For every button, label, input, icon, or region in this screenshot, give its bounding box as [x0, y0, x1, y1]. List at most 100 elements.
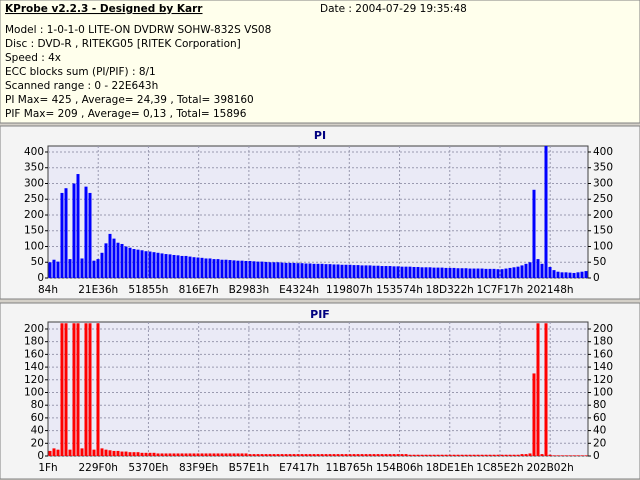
bar	[520, 265, 524, 278]
bar	[460, 454, 464, 456]
bar	[180, 453, 184, 456]
y-tick-label: 40	[31, 425, 44, 437]
x-tick-label: 1Fh	[38, 462, 57, 474]
bar	[272, 454, 276, 456]
bar	[124, 246, 128, 278]
bar	[348, 264, 352, 278]
x-tick-label: 5370Eh	[128, 462, 168, 474]
bar	[280, 262, 284, 278]
bar	[244, 453, 248, 456]
bar	[160, 253, 164, 278]
bar	[344, 454, 348, 456]
bar	[444, 267, 448, 278]
bar	[100, 252, 104, 278]
bar	[116, 450, 120, 456]
bar	[352, 265, 356, 278]
bar	[484, 268, 488, 278]
y2-tick-label: 300	[593, 177, 613, 189]
chart-title: PI	[314, 129, 326, 142]
bar	[540, 454, 544, 456]
y2-tick-label: 0	[593, 272, 600, 284]
bar	[248, 454, 252, 456]
x-tick-label: E7417h	[279, 462, 319, 474]
y2-tick-label: 50	[593, 256, 606, 268]
bar	[160, 453, 164, 456]
bar	[520, 454, 524, 456]
bar	[420, 454, 424, 456]
bar	[560, 455, 564, 456]
bar	[268, 262, 272, 278]
bar	[572, 455, 576, 456]
y2-tick-label: 350	[593, 162, 613, 174]
bar	[264, 261, 268, 278]
bar	[368, 265, 372, 278]
bar	[48, 450, 52, 456]
plot-area	[47, 321, 589, 457]
bar	[68, 449, 72, 456]
bar	[572, 272, 576, 278]
bar	[92, 260, 96, 278]
bar	[284, 262, 288, 278]
bar	[564, 455, 568, 456]
x-tick-label: 154B06h	[376, 462, 423, 474]
series	[48, 323, 588, 456]
bar	[496, 269, 500, 278]
bar	[128, 452, 132, 456]
bar	[416, 454, 420, 456]
bar	[76, 323, 80, 456]
bar	[412, 266, 416, 278]
bar	[64, 188, 68, 278]
x-tick-label: 18D322h	[426, 284, 474, 296]
bar	[580, 271, 584, 278]
bar	[280, 454, 284, 456]
bar	[184, 453, 188, 456]
y-tick-label: 120	[24, 374, 44, 386]
bar	[264, 454, 268, 456]
bar	[112, 450, 116, 456]
y2-tick-label: 140	[593, 361, 613, 373]
x-tick-label: B2983h	[229, 284, 270, 296]
bar	[400, 454, 404, 456]
bar	[448, 267, 452, 278]
bar	[124, 451, 128, 456]
bar	[376, 454, 380, 456]
bar	[408, 454, 412, 456]
bar	[84, 323, 88, 456]
info-line: ECC blocks sum (PI/PIF) : 8/1	[5, 66, 156, 78]
bar	[376, 265, 380, 278]
bar	[492, 268, 496, 278]
bar	[392, 454, 396, 456]
bar	[316, 263, 320, 278]
bar	[372, 265, 376, 278]
x-tick-label: 202148h	[527, 284, 574, 296]
bar	[204, 453, 208, 456]
bar	[428, 454, 432, 456]
bar	[292, 262, 296, 278]
y2-tick-label: 400	[593, 146, 613, 158]
bar	[248, 260, 252, 278]
bar	[396, 454, 400, 456]
bar	[144, 251, 148, 278]
bar	[136, 452, 140, 456]
bar	[524, 263, 528, 278]
bar	[468, 454, 472, 456]
bar	[52, 448, 56, 456]
y-tick-label: 180	[24, 336, 44, 348]
bar	[448, 454, 452, 456]
bar	[388, 454, 392, 456]
bar	[544, 146, 548, 278]
bar	[208, 258, 212, 278]
bar	[336, 454, 340, 456]
bar	[204, 258, 208, 278]
x-tick-label: 51855h	[128, 284, 168, 296]
y2-tick-label: 60	[593, 412, 606, 424]
bar	[484, 454, 488, 456]
info-line: PI Max= 425 , Average= 24,39 , Total= 39…	[5, 94, 254, 106]
bar	[536, 323, 540, 456]
bar	[432, 454, 436, 456]
y-tick-label: 250	[24, 193, 44, 205]
bar	[352, 454, 356, 456]
x-tick-label: 21E36h	[78, 284, 118, 296]
bar	[532, 189, 536, 278]
